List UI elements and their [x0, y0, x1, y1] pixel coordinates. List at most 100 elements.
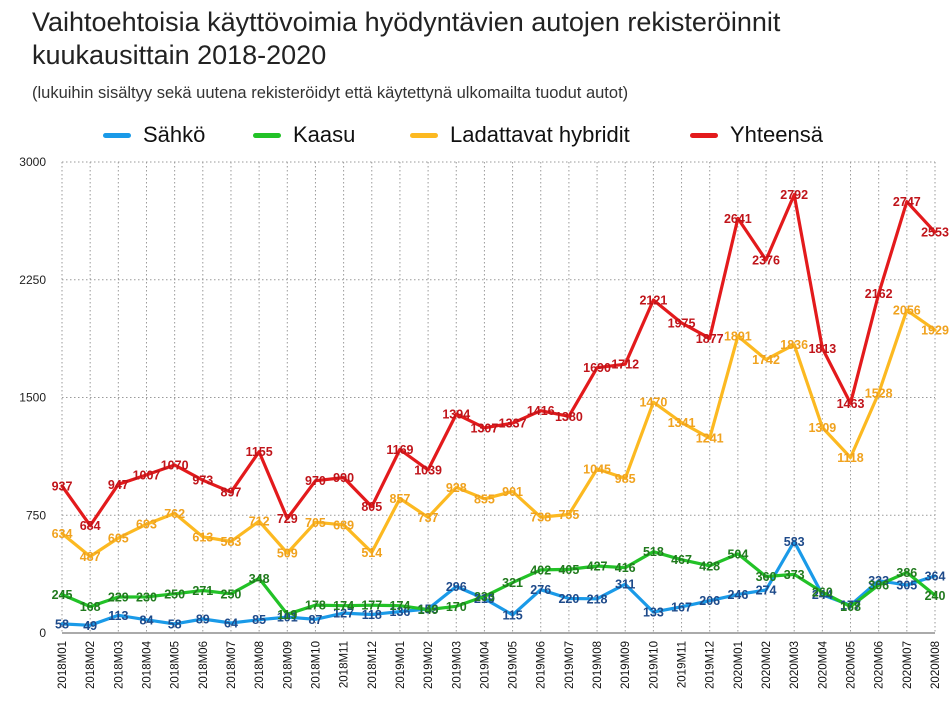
data-label-kaasu: 250: [221, 587, 242, 601]
data-label-s-hk-: 220: [558, 592, 579, 606]
data-label-s-hk-: 177: [840, 599, 861, 613]
chart-title-line1: Vaihtoehtoisia käyttövoimia hyödyntävien…: [32, 7, 781, 37]
data-label-kaasu: 306: [868, 578, 889, 592]
x-tick-label: 2020M05: [846, 641, 858, 689]
x-tick-label: 2019M05: [508, 641, 520, 689]
data-label-yhteens-: 684: [80, 519, 101, 533]
data-label-ladattavat-hybridit: 509: [277, 547, 298, 561]
data-label-ladattavat-hybridit: 712: [249, 515, 270, 529]
x-tick-label: 2019M07: [564, 641, 576, 689]
data-label-ladattavat-hybridit: 1528: [865, 387, 893, 401]
chart-subtitle: (lukuihin sisältyy sekä uutena rekisterö…: [32, 84, 629, 102]
data-label-s-hk-: 49: [83, 619, 97, 633]
data-label-yhteens-: 970: [305, 474, 326, 488]
x-tick-label: 2020M06: [874, 641, 886, 689]
data-label-yhteens-: 1416: [527, 404, 555, 418]
legend-label-kaasu: Kaasu: [293, 122, 356, 147]
data-label-s-hk-: 583: [784, 535, 805, 549]
data-label-yhteens-: 2792: [780, 188, 808, 202]
data-label-yhteens-: 947: [108, 478, 129, 492]
y-tick-label: 0: [39, 626, 46, 640]
data-label-kaasu: 174: [333, 599, 354, 613]
data-label-s-hk-: 219: [474, 592, 495, 606]
data-label-s-hk-: 127: [333, 607, 354, 621]
data-label-s-hk-: 305: [896, 579, 917, 593]
data-label-kaasu: 402: [530, 563, 551, 577]
legend-label-yhteensa: Yhteensä: [730, 122, 823, 147]
x-tick-label: 2019M02: [423, 641, 435, 689]
data-label-yhteens-: 1380: [555, 410, 583, 424]
data-label-kaasu: 260: [812, 586, 833, 600]
data-label-s-hk-: 274: [756, 583, 777, 597]
data-label-yhteens-: 2553: [921, 226, 949, 240]
x-tick-label: 2018M07: [226, 641, 238, 689]
y-tick-label: 1500: [19, 391, 46, 405]
data-label-yhteens-: 1169: [386, 443, 413, 457]
x-tick-label: 2019M03: [451, 641, 463, 689]
data-label-ladattavat-hybridit: 634: [52, 527, 73, 541]
legend-item-kaasu: Kaasu: [253, 122, 355, 148]
data-label-s-hk-: 167: [671, 600, 692, 614]
legend-swatch-sahko: [103, 132, 131, 138]
x-tick-label: 2018M02: [85, 641, 97, 689]
data-label-s-hk-: 364: [925, 569, 946, 583]
y-tick-label: 750: [26, 508, 46, 522]
data-label-s-hk-: 84: [140, 613, 154, 627]
data-label-kaasu: 119: [277, 608, 297, 622]
series-line-ladattavat-hybridit: [60, 308, 937, 559]
data-label-yhteens-: 729: [277, 512, 298, 526]
data-label-ladattavat-hybridit: 855: [474, 492, 495, 506]
data-label-yhteens-: 2121: [639, 294, 667, 308]
data-label-s-hk-: 58: [168, 617, 182, 631]
data-label-s-hk-: 89: [196, 613, 210, 627]
data-label-kaasu: 428: [699, 559, 720, 573]
data-label-kaasu: 405: [558, 563, 579, 577]
data-label-kaasu: 271: [192, 584, 213, 598]
data-label-s-hk-: 87: [308, 613, 322, 627]
data-label-yhteens-: 990: [333, 471, 354, 485]
legend-item-yhteensa: Yhteensä: [690, 122, 823, 148]
data-label-s-hk-: 101: [277, 611, 298, 625]
data-label-ladattavat-hybridit: 1742: [752, 353, 780, 367]
data-label-yhteens-: 1394: [442, 408, 470, 422]
x-tick-label: 2018M04: [141, 640, 153, 689]
legend-swatch-hybridit: [410, 132, 438, 138]
data-label-yhteens-: 2747: [893, 195, 921, 209]
data-label-ladattavat-hybridit: 1309: [808, 421, 836, 435]
series-line-yhteens-: [60, 193, 937, 528]
data-label-s-hk-: 58: [55, 617, 69, 631]
data-label-s-hk-: 153: [418, 602, 439, 616]
y-tick-label: 2250: [19, 273, 46, 287]
x-tick-label: 2020M07: [902, 641, 914, 689]
data-label-s-hk-: 115: [502, 608, 522, 622]
data-label-ladattavat-hybridit: 514: [361, 546, 382, 560]
x-tick-label: 2020M04: [817, 640, 829, 689]
data-label-yhteens-: 2376: [752, 253, 780, 267]
data-label-kaasu: 178: [305, 599, 326, 613]
data-label-ladattavat-hybridit: 583: [221, 535, 242, 549]
legend-label-sahko: Sähkö: [143, 122, 206, 147]
x-tick-label: 2020M08: [930, 641, 942, 689]
data-label-yhteens-: 1463: [837, 397, 865, 411]
data-label-ladattavat-hybridit: 1045: [583, 462, 611, 476]
legend-swatch-yhteensa: [690, 132, 718, 138]
chart-title: Vaihtoehtoisia käyttövoimia hyödyntävien…: [32, 6, 780, 72]
x-tick-label: 2020M03: [789, 641, 801, 689]
data-label-kaasu: 467: [671, 553, 692, 567]
x-tick-label: 2019M11: [677, 641, 689, 688]
data-label-kaasu: 245: [52, 588, 73, 602]
x-tick-label: 2018M09: [282, 641, 294, 689]
data-label-ladattavat-hybridit: 901: [502, 485, 523, 499]
data-label-s-hk-: 311: [615, 578, 635, 592]
data-label-yhteens-: 1975: [668, 316, 696, 330]
data-label-yhteens-: 1690: [583, 361, 611, 375]
data-label-kaasu: 386: [896, 566, 917, 580]
data-label-kaasu: 149: [418, 603, 439, 617]
data-label-s-hk-: 333: [868, 574, 889, 588]
x-tick-label: 2019M06: [536, 641, 548, 689]
data-label-yhteens-: 1070: [161, 459, 189, 473]
x-tick-label: 2019M08: [592, 641, 604, 689]
data-label-yhteens-: 1877: [696, 332, 724, 346]
data-label-ladattavat-hybridit: 985: [615, 472, 636, 486]
